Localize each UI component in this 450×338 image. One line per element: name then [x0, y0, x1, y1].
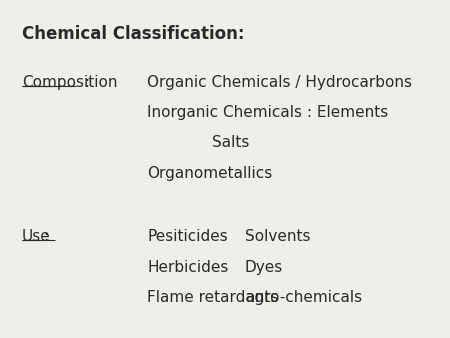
Text: Salts: Salts	[212, 136, 250, 150]
Text: Herbicides: Herbicides	[147, 260, 229, 274]
Text: Inorganic Chemicals : Elements: Inorganic Chemicals : Elements	[147, 105, 389, 120]
Text: :: :	[44, 230, 49, 244]
Text: Chemical Classification:: Chemical Classification:	[22, 25, 244, 43]
Text: Dyes: Dyes	[245, 260, 283, 274]
Text: Pesiticides: Pesiticides	[147, 230, 228, 244]
Text: Composition: Composition	[22, 75, 117, 90]
Text: agro-chemicals: agro-chemicals	[245, 290, 362, 305]
Text: Flame retardants: Flame retardants	[147, 290, 279, 305]
Text: Use: Use	[22, 230, 50, 244]
Text: Organometallics: Organometallics	[147, 166, 273, 180]
Text: Organic Chemicals / Hydrocarbons: Organic Chemicals / Hydrocarbons	[147, 75, 412, 90]
Text: Solvents: Solvents	[245, 230, 310, 244]
Text: :: :	[81, 75, 90, 90]
